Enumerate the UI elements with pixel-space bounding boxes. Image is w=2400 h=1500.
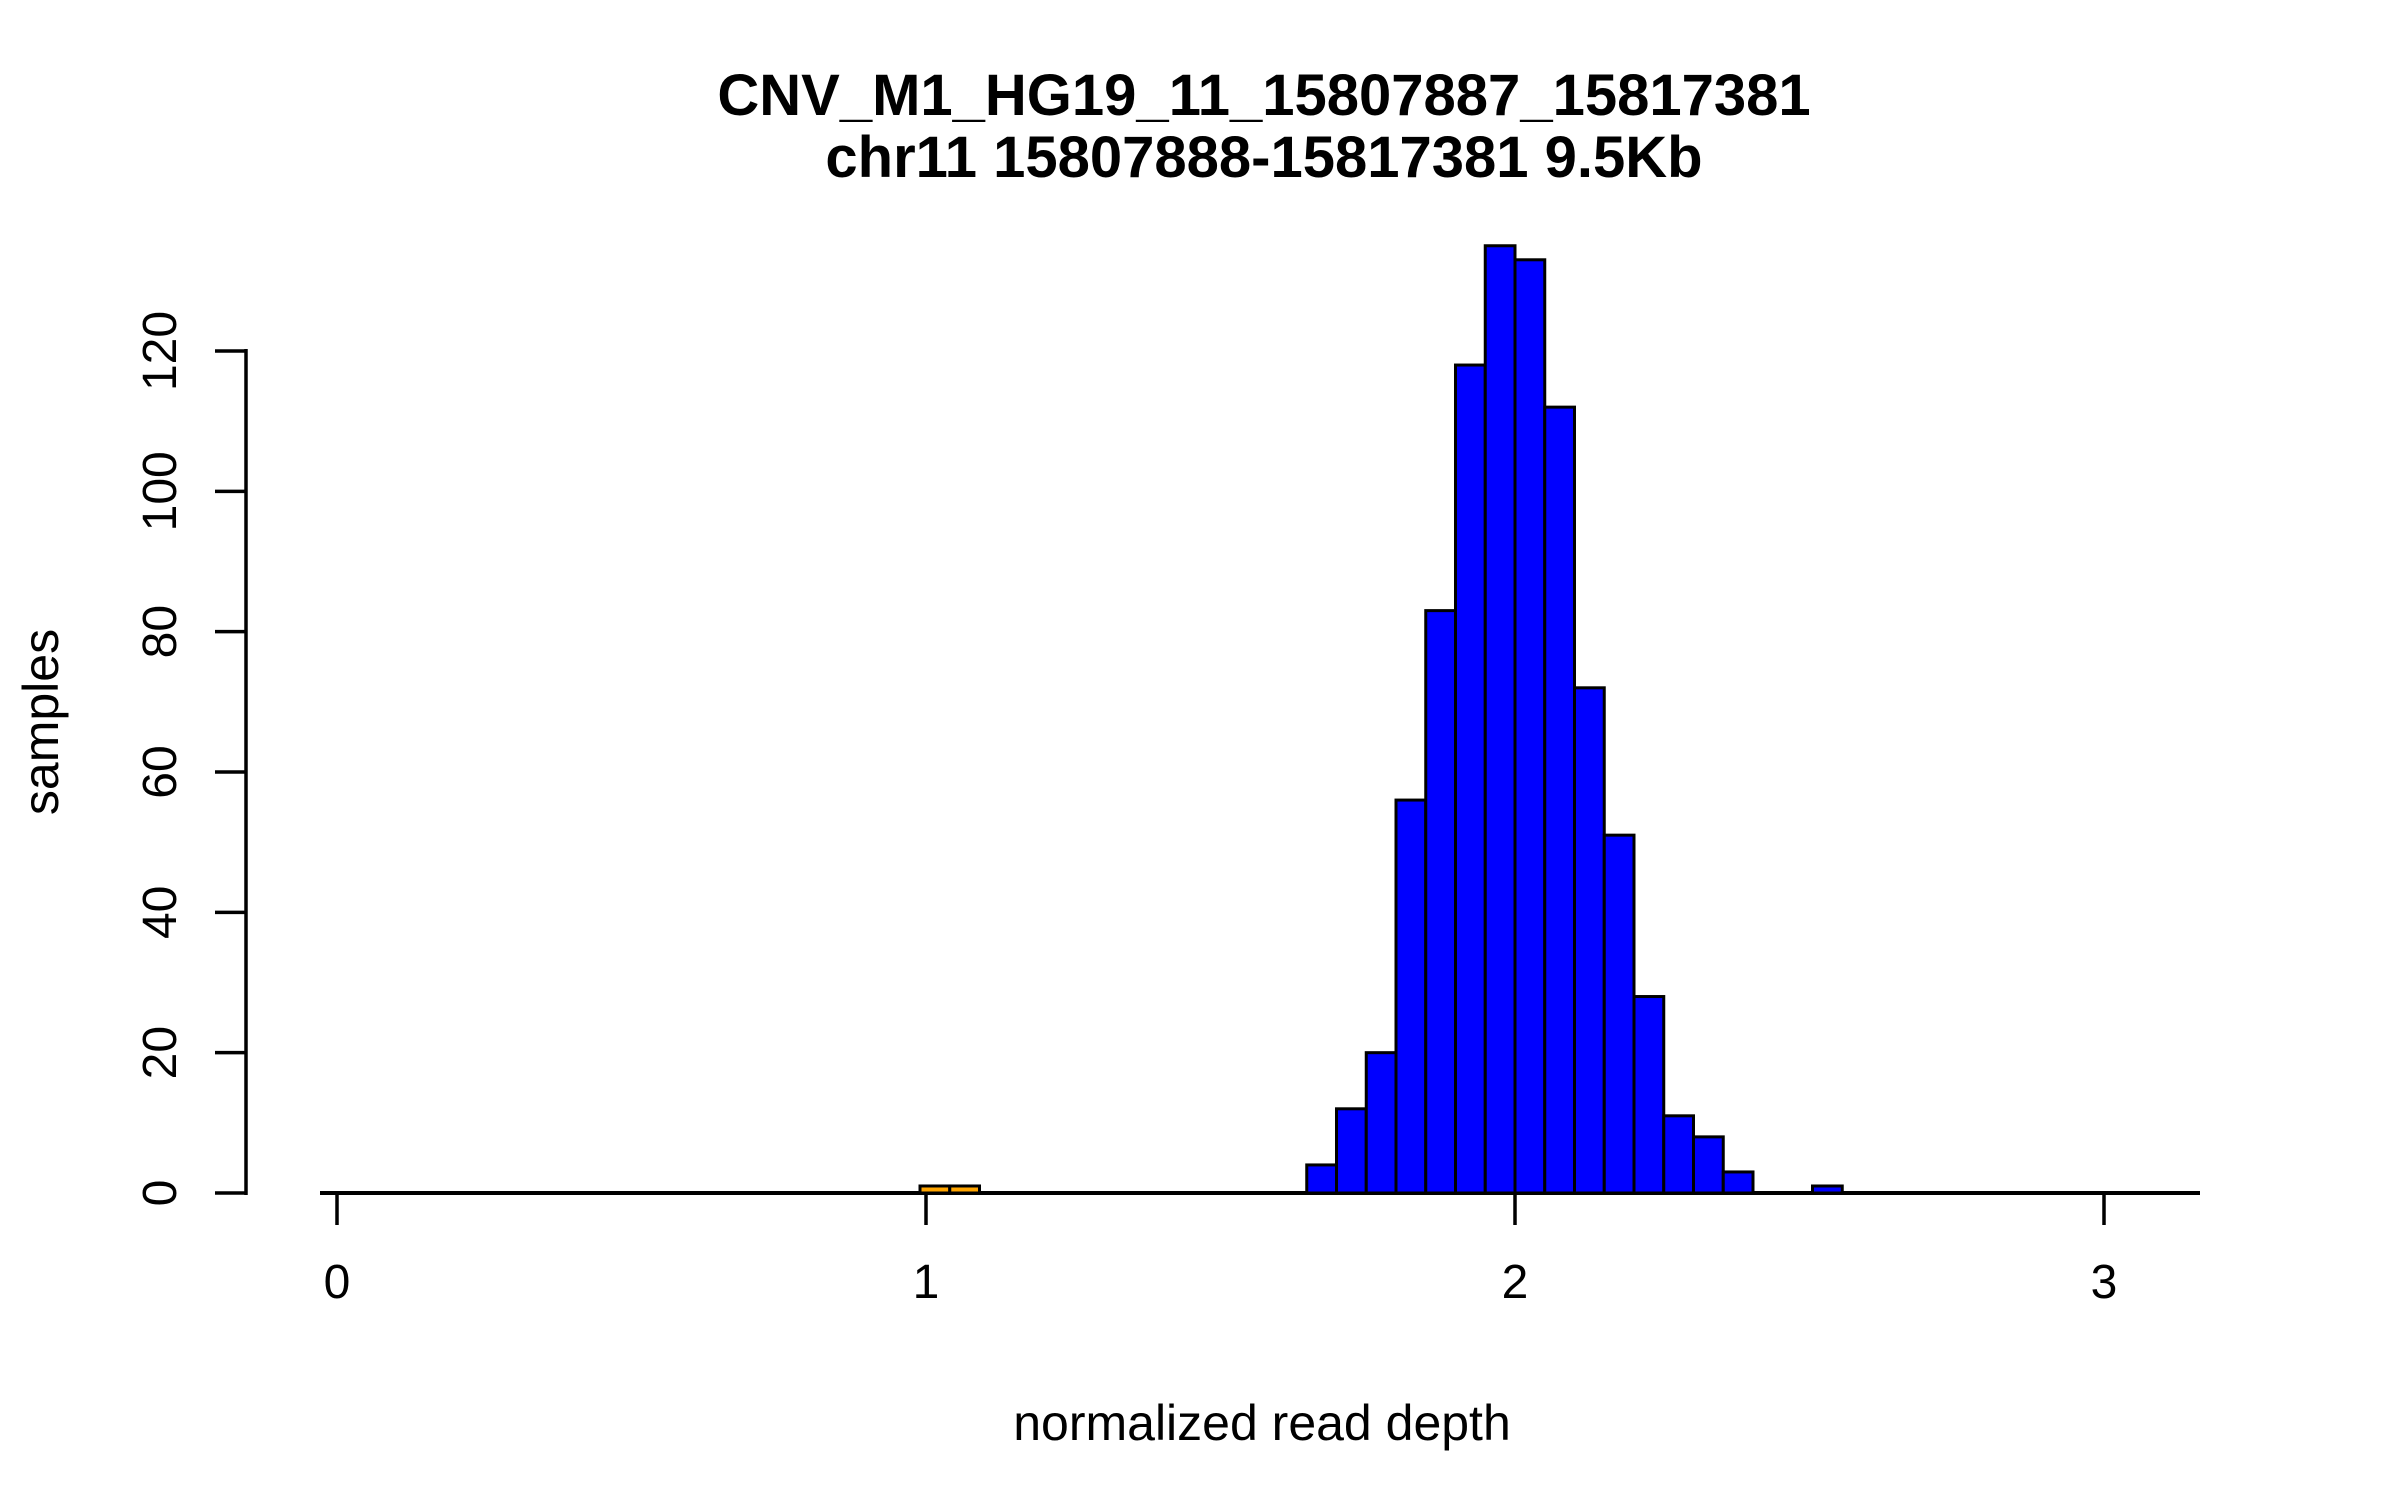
y-axis-label: samples [13, 629, 69, 815]
y-tick-label: 80 [134, 605, 187, 658]
histogram-bar [948, 1184, 981, 1195]
histogram-bar [1573, 686, 1606, 1195]
histogram-bar [1394, 798, 1428, 1195]
histogram-bar [1662, 1114, 1695, 1195]
y-tick-label: 60 [134, 745, 187, 798]
histogram-bar [1305, 1163, 1338, 1195]
histogram-bar [1602, 833, 1636, 1195]
y-tick-label: 100 [134, 451, 187, 531]
x-tick-label: 2 [1502, 1256, 1529, 1309]
x-tick-label: 3 [2091, 1256, 2118, 1309]
y-tick-label: 120 [134, 311, 187, 391]
histogram-bar [1543, 405, 1576, 1195]
histogram-bar [1632, 995, 1666, 1195]
y-tick-label: 20 [134, 1026, 187, 1079]
histogram-bar [1364, 1051, 1398, 1195]
histogram-bar [1424, 609, 1457, 1195]
histogram-bar [1483, 244, 1517, 1195]
x-axis-label: normalized read depth [1013, 1395, 1511, 1451]
x-axis-ticks: 0 1 2 3 [324, 1193, 2118, 1309]
y-tick-label: 0 [134, 1180, 187, 1207]
histogram-bar [1721, 1170, 1755, 1195]
x-tick-label: 0 [324, 1256, 351, 1309]
histogram-bar [1811, 1184, 1844, 1195]
y-axis-ticks: 0 20 40 60 80 100 120 [134, 311, 246, 1206]
histogram-bars [918, 244, 1844, 1195]
histogram-bar [1513, 258, 1547, 1195]
histogram-bar [918, 1184, 952, 1195]
x-tick-label: 1 [913, 1256, 940, 1309]
chart-subtitle: chr11 15807888-15817381 9.5Kb [825, 125, 1702, 190]
y-tick-label: 40 [134, 886, 187, 939]
chart-title: CNV_M1_HG19_11_15807887_15817381 [717, 63, 1810, 128]
histogram-bar [1454, 363, 1487, 1195]
histogram-bar [1335, 1107, 1368, 1195]
histogram-bar [1692, 1135, 1725, 1195]
